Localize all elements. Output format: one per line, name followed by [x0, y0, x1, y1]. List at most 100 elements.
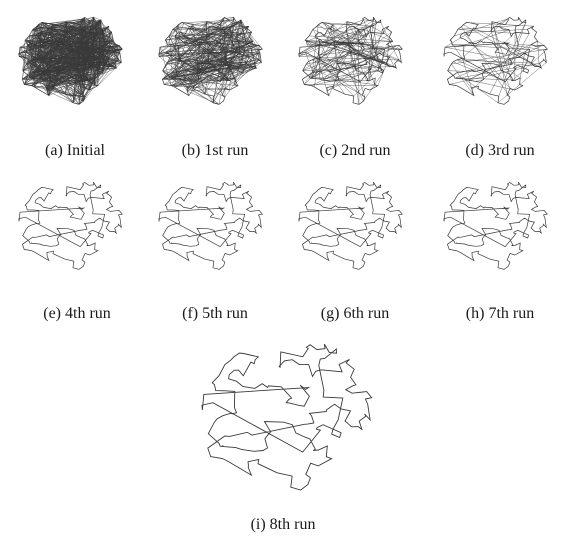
extra-edge	[190, 25, 249, 30]
extra-edge	[182, 79, 238, 86]
extra-edge	[80, 24, 93, 66]
extra-edge	[29, 57, 41, 77]
extra-edge	[88, 63, 107, 69]
extra-edge	[463, 29, 528, 34]
extra-edge	[58, 79, 84, 102]
extra-edge	[456, 59, 532, 64]
extra-edge	[191, 26, 239, 72]
extra-edge	[304, 29, 365, 85]
extra-edge	[463, 32, 511, 89]
extra-edge	[317, 58, 328, 92]
caption-d: (d) 3rd run	[465, 142, 535, 159]
extra-edge	[53, 30, 67, 87]
extra-edge	[219, 56, 236, 82]
caption-f: (f) 5th run	[182, 305, 248, 322]
extra-edge	[97, 59, 119, 72]
extra-edge	[193, 21, 207, 25]
extra-edge	[38, 21, 67, 25]
extra-edge	[368, 67, 375, 85]
extra-edge	[311, 21, 377, 61]
extra-edge	[26, 16, 94, 42]
extra-edge	[159, 49, 259, 57]
extra-edge	[311, 59, 340, 71]
panel-a-graph	[10, 10, 135, 115]
extra-edge	[456, 59, 506, 82]
tour-lines	[18, 181, 123, 270]
extra-edge	[304, 39, 314, 46]
extra-edge	[168, 35, 191, 82]
extra-edge	[319, 69, 384, 80]
extra-edge	[326, 56, 375, 92]
extra-edge	[326, 68, 372, 92]
extra-edge	[88, 44, 107, 69]
extra-edge	[457, 29, 514, 34]
extra-edge	[238, 22, 242, 69]
extra-edge	[493, 26, 508, 96]
extra-edge	[162, 72, 176, 80]
extra-edge	[42, 79, 74, 103]
extra-edge	[346, 30, 360, 105]
extra-edge	[35, 22, 43, 73]
extra-edge	[79, 81, 83, 96]
extra-edge	[162, 77, 172, 80]
tour-path	[443, 181, 548, 270]
extra-edge	[191, 26, 234, 45]
extra-edge	[158, 39, 180, 54]
extra-edge	[311, 30, 347, 79]
extra-edge	[490, 30, 498, 51]
panel-e-graph	[10, 175, 135, 280]
extra-edge	[82, 18, 104, 57]
extra-edge	[444, 46, 511, 61]
extra-edge	[29, 46, 111, 79]
extra-edge	[372, 48, 402, 63]
extra-edge	[25, 48, 93, 53]
extra-edge	[365, 49, 385, 61]
extra-edge	[188, 27, 257, 46]
extra-edge	[169, 22, 182, 37]
extra-edge	[232, 26, 250, 66]
caption-h: (h) 7th run	[465, 305, 535, 322]
caption-c: (c) 2nd run	[319, 142, 391, 159]
extra-edge	[298, 53, 370, 68]
caption-i: (i) 8th run	[250, 516, 316, 533]
extra-edge	[305, 20, 370, 53]
extra-edge	[220, 24, 251, 43]
extra-edge	[524, 44, 532, 54]
extra-edge	[319, 57, 339, 80]
extra-edge	[175, 72, 226, 98]
extra-edge	[210, 51, 240, 54]
extra-edge	[224, 49, 259, 98]
extra-edge	[27, 61, 36, 73]
extra-edge	[168, 49, 214, 63]
extra-edge	[299, 25, 374, 57]
extra-edge	[213, 68, 232, 97]
extra-edge	[225, 59, 239, 86]
extra-edge	[80, 54, 91, 81]
extra-edge	[336, 58, 365, 64]
extra-edge	[28, 35, 40, 80]
extra-edge	[184, 20, 229, 23]
extra-edge	[106, 28, 119, 51]
extra-edge	[32, 29, 60, 71]
panel-d-graph	[435, 10, 560, 115]
extra-edge	[306, 41, 319, 56]
extra-edge	[518, 44, 545, 46]
extra-edge	[258, 52, 261, 61]
extra-edge	[164, 22, 185, 41]
extra-edge	[47, 89, 85, 98]
panel-c-graph	[290, 10, 415, 115]
extra-edge	[52, 66, 90, 89]
extra-edge	[176, 58, 230, 91]
extra-edge	[93, 16, 101, 21]
extra-edge	[303, 71, 314, 85]
extra-edge	[227, 33, 244, 71]
caption-g: (g) 6th run	[320, 305, 390, 322]
extra-edge	[197, 45, 258, 74]
extra-edge	[52, 88, 85, 98]
extra-edge	[213, 25, 234, 50]
tour-plot-run-4	[18, 181, 123, 270]
tour-lines	[443, 181, 548, 270]
extra-edge	[311, 24, 319, 78]
tour-lines	[298, 16, 403, 105]
extra-edge	[56, 72, 103, 82]
